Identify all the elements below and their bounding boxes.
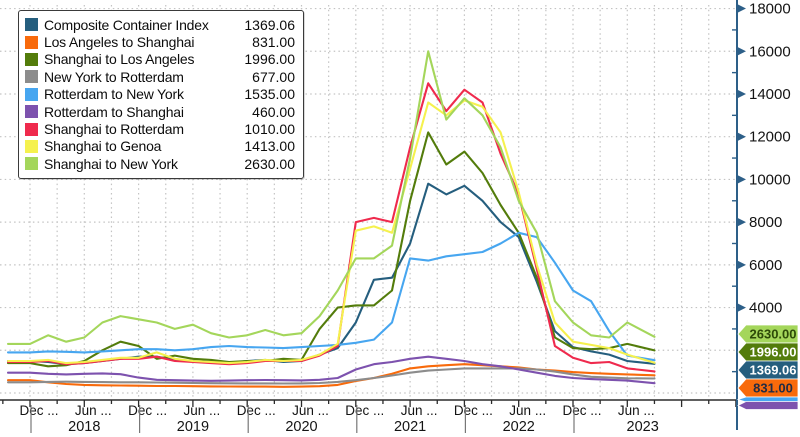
y-tick-label: 8000: [749, 214, 782, 231]
y-major-tick-arrow-icon: [738, 303, 746, 312]
year-label: 2023: [627, 419, 659, 435]
legend-item-new-york-to-rotterdam[interactable]: New York to Rotterdam 677.00: [25, 68, 295, 85]
legend-item-los-angeles-to-shanghai[interactable]: Los Angeles to Shanghai 831.00: [25, 33, 295, 50]
legend-item-shanghai-to-new-york[interactable]: Shanghai to New York 2630.00: [25, 155, 295, 172]
y-tick-label: 6000: [749, 257, 782, 274]
legend-swatch-icon: [25, 105, 38, 119]
legend-label: Shanghai to Rotterdam: [44, 121, 184, 138]
legend-label: Rotterdam to Shanghai: [44, 103, 184, 120]
month-label: Jun ...: [292, 403, 329, 418]
y-tick-label: 4000: [749, 300, 782, 317]
legend-value: 1413.00: [244, 138, 295, 155]
legend-label: Rotterdam to New York: [44, 86, 184, 103]
month-label: Dec ...: [454, 403, 493, 418]
legend-value: 460.00: [252, 103, 295, 120]
legend-value: 1369.06: [244, 16, 295, 33]
legend-label: Shanghai to New York: [44, 155, 178, 172]
chart-legend: Composite Container Index 1369.06 Los An…: [18, 10, 304, 179]
end-value-badge-text: 1996.00: [750, 345, 797, 360]
legend-value: 1535.00: [244, 86, 295, 103]
month-label: Jun ...: [618, 403, 655, 418]
end-value-badge: [736, 396, 799, 403]
y-tick-label: 10000: [749, 171, 791, 188]
legend-swatch-icon: [25, 122, 38, 136]
month-label: Dec ...: [562, 403, 601, 418]
legend-swatch-icon: [25, 18, 38, 32]
legend-swatch-icon: [25, 157, 38, 171]
end-value-badge: [737, 401, 799, 410]
legend-value: 2630.00: [244, 155, 295, 172]
legend-label: New York to Rotterdam: [44, 68, 184, 85]
legend-value: 1010.00: [244, 121, 295, 138]
y-major-tick-arrow-icon: [738, 89, 746, 98]
legend-item-shanghai-to-los-angeles[interactable]: Shanghai to Los Angeles 1996.00: [25, 51, 295, 68]
legend-label: Los Angeles to Shanghai: [44, 34, 195, 51]
legend-item-rotterdam-to-shanghai[interactable]: Rotterdam to Shanghai 460.00: [25, 103, 295, 120]
y-major-tick-arrow-icon: [738, 218, 746, 227]
month-label: Dec ...: [128, 403, 167, 418]
end-value-badge-text: 2630.00: [750, 327, 797, 342]
series-line-shanghai-to-new-york[interactable]: [6, 50, 656, 345]
end-value-badge: [737, 324, 799, 344]
year-label: 2018: [68, 419, 100, 435]
month-label: Dec ...: [237, 403, 276, 418]
legend-label: Shanghai to Genoa: [44, 138, 162, 155]
y-tick-label: 12000: [749, 129, 791, 146]
y-major-tick-arrow-icon: [738, 4, 746, 13]
legend-value: 831.00: [252, 34, 295, 51]
series-line-rotterdam-to-shanghai[interactable]: [6, 355, 656, 385]
month-label: Jun ...: [75, 403, 112, 418]
year-label: 2022: [503, 419, 535, 435]
month-label: Jun ...: [509, 403, 546, 418]
legend-item-composite-container-index[interactable]: Composite Container Index 1369.06: [25, 16, 295, 33]
legend-swatch-icon: [25, 70, 38, 84]
y-major-tick-arrow-icon: [738, 47, 746, 56]
end-value-badge: [737, 378, 799, 398]
legend-swatch-icon: [25, 35, 38, 49]
legend-swatch-icon: [25, 87, 38, 101]
y-major-tick-arrow-icon: [738, 175, 746, 184]
series-line-new-york-to-rotterdam[interactable]: [6, 367, 656, 385]
end-value-badge: [737, 360, 799, 380]
legend-label: Shanghai to Los Angeles: [44, 51, 195, 68]
month-label: Jun ...: [184, 403, 221, 418]
series-line-shanghai-to-genoa[interactable]: [6, 99, 656, 365]
y-tick-label: 18000: [749, 1, 791, 18]
series-line-shanghai-to-los-angeles[interactable]: [6, 131, 656, 368]
end-value-badge-text: 831.00: [753, 381, 793, 396]
legend-swatch-icon: [25, 52, 38, 66]
legend-item-shanghai-to-rotterdam[interactable]: Shanghai to Rotterdam 1010.00: [25, 120, 295, 137]
year-label: 2019: [177, 419, 209, 435]
y-tick-label: 14000: [749, 86, 791, 103]
y-major-tick-arrow-icon: [738, 260, 746, 269]
y-major-tick-arrow-icon: [738, 132, 746, 141]
legend-item-shanghai-to-genoa[interactable]: Shanghai to Genoa 1413.00: [25, 138, 295, 155]
legend-label: Composite Container Index: [44, 16, 209, 33]
end-value-badge: [737, 342, 799, 362]
legend-swatch-icon: [25, 139, 38, 153]
month-label: Jun ...: [401, 403, 438, 418]
y-tick-label: 16000: [749, 43, 791, 60]
month-label: Dec ...: [345, 403, 384, 418]
legend-item-rotterdam-to-new-york[interactable]: Rotterdam to New York 1535.00: [25, 86, 295, 103]
legend-value: 677.00: [252, 68, 295, 85]
month-label: Dec ...: [19, 403, 58, 418]
legend-value: 1996.00: [244, 51, 295, 68]
year-label: 2021: [394, 419, 426, 435]
end-value-badge-text: 1369.06: [750, 363, 797, 378]
year-label: 2020: [285, 419, 317, 435]
